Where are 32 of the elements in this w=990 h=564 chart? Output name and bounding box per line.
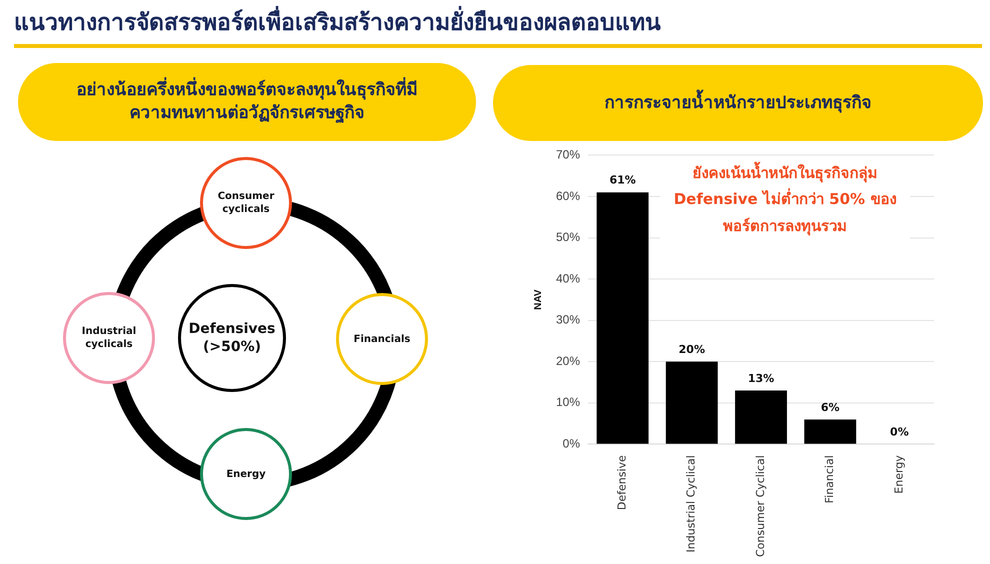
y-tick-label: 70%: [556, 148, 580, 162]
y-axis-title: NAV: [532, 289, 544, 310]
bar: [666, 362, 718, 444]
annotation: ยังคงเน้นน้ำหนักในธุรกิจกลุ่ม Defensive ไม่ต่ำกว่า 50% ของพอร์ตการลงทุนรวม: [660, 160, 910, 239]
data-label: 13%: [748, 372, 774, 385]
x-tick-label: Industrial Cyclical: [684, 455, 698, 552]
bar: [735, 390, 787, 444]
y-tick-label: 50%: [556, 230, 580, 244]
circle-outline: Financials: [336, 293, 428, 385]
text: อย่างน้อยครึ่งหนึ่งของพอร์ตจะลงทุนในธุรกิจที่มีความทนทานต่อวัฏจักรเศรษฐกิจ: [18, 63, 476, 141]
x-tick-label: Energy: [892, 454, 906, 494]
data-label: 20%: [678, 343, 705, 356]
circle-outline: Industrial cyclicals: [63, 292, 155, 384]
y-tick-label: 40%: [556, 271, 580, 286]
y-tick-label: 10%: [556, 395, 580, 410]
y-tick-label: 30%: [556, 312, 580, 327]
circle-outline: Defensives (>50%): [178, 284, 286, 392]
circle-outline: Consumer cyclicals: [200, 157, 292, 249]
data-label: 6%: [820, 400, 840, 414]
bar: [804, 419, 856, 444]
y-tick-label: 0%: [562, 436, 580, 451]
data-label: 0%: [890, 426, 909, 439]
x-tick-label: Consumer Cyclical: [754, 455, 767, 558]
bar: [596, 192, 649, 444]
circle-outline: Energy: [200, 428, 292, 520]
x-tick-label: Defensive: [615, 454, 628, 510]
y-tick-label: 20%: [556, 354, 580, 368]
y-tick-label: 60%: [556, 188, 580, 203]
data-label: 61%: [609, 174, 636, 187]
chart-title: การกระจายน้ำหนักรายประเภทธุรกิจ: [493, 65, 983, 141]
text: แนวทางการจัดสรรพอร์ตเพื่อเสริมสร้างความยั่งยืนของผลตอบแทน: [14, 5, 661, 38]
x-tick-label: Financial: [823, 455, 836, 504]
